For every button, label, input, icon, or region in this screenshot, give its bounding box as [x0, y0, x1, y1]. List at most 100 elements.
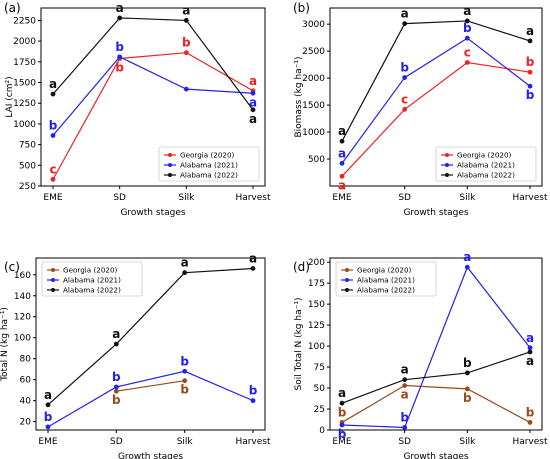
- significance-letter: b: [115, 61, 124, 75]
- data-point: [527, 69, 533, 75]
- plot-frame: [329, 7, 543, 187]
- significance-letter: a: [182, 3, 190, 17]
- data-point: [183, 50, 189, 56]
- series-line: [341, 351, 531, 404]
- series-alabama-2021: a b b b: [338, 21, 535, 166]
- data-point: [339, 422, 345, 428]
- significance-letter: a: [338, 386, 346, 400]
- series-line: [47, 370, 254, 428]
- legend-box: [41, 261, 143, 297]
- series-line: [341, 37, 531, 164]
- data-point: [402, 377, 408, 383]
- y-tick-label: 150: [308, 300, 325, 310]
- panel-label: (d): [293, 260, 310, 274]
- y-tick-label: 3000: [302, 20, 325, 30]
- y-tick-label: 75: [314, 363, 325, 373]
- data-point: [45, 424, 51, 430]
- data-point: [402, 107, 408, 112]
- data-point: [464, 386, 470, 392]
- y-tick-label: 100: [308, 342, 325, 352]
- legend-swatch-marker: [168, 173, 172, 177]
- data-point: [50, 91, 56, 97]
- legend-entry: Alabama (2021): [63, 276, 121, 285]
- data-point: [464, 35, 470, 41]
- significance-letter: c: [401, 92, 408, 106]
- legend-box: [435, 146, 537, 182]
- data-point: [50, 133, 56, 138]
- data-point: [464, 264, 470, 270]
- data-point: [117, 15, 123, 21]
- y-tick-label: 1000: [302, 128, 325, 138]
- data-point: [45, 402, 51, 408]
- y-tick-label: 160: [14, 271, 31, 281]
- significance-letter: b: [463, 391, 472, 405]
- y-tick-label: 1750: [13, 58, 36, 68]
- significance-letter: b: [115, 40, 124, 54]
- x-axis-title: Growth stages: [403, 452, 468, 459]
- significance-letter: b: [180, 383, 189, 397]
- x-tick-label: EME: [332, 437, 351, 447]
- legend-swatch-marker: [51, 288, 55, 292]
- legend-entry: Georgia (2020): [357, 266, 412, 275]
- legend-entry: Alabama (2022): [357, 286, 415, 295]
- significance-letter: b: [249, 384, 258, 398]
- x-tick-label: Harvest: [512, 437, 548, 447]
- significance-letter: a: [401, 7, 409, 21]
- legend-swatch-marker: [168, 153, 172, 157]
- legend-entry: Alabama (2021): [457, 161, 515, 170]
- x-tick-label: Silk: [178, 193, 195, 203]
- legend-swatch-marker: [168, 163, 172, 167]
- x-tick-label: SD: [398, 437, 411, 447]
- significance-letter: b: [526, 55, 535, 69]
- x-tick-label: EME: [332, 193, 351, 203]
- plot-frame: [329, 257, 543, 431]
- series-georgia-2020: a c c b: [338, 45, 535, 192]
- y-tick-label: 60: [20, 376, 32, 386]
- y-tick-label: 120: [14, 313, 31, 323]
- legend-entry: Alabama (2021): [357, 276, 415, 285]
- legend: Georgia (2020)Alabama (2021)Alabama (202…: [335, 261, 437, 297]
- y-tick-label: 0: [319, 426, 325, 436]
- significance-letter: a: [116, 1, 124, 15]
- legend: Georgia (2020)Alabama (2021)Alabama (202…: [435, 146, 537, 182]
- data-point: [339, 173, 345, 179]
- data-point: [182, 378, 188, 384]
- x-tick-label: SD: [113, 193, 126, 203]
- y-tick-label: 25: [314, 405, 325, 415]
- data-point: [527, 345, 533, 351]
- significance-letter: b: [463, 21, 472, 35]
- x-tick-label: SD: [398, 193, 411, 203]
- y-axis-title: Biomass (kg ha⁻¹): [294, 56, 304, 137]
- significance-letter: b: [400, 410, 409, 424]
- significance-letter: b: [112, 370, 121, 384]
- series-line: [341, 266, 531, 429]
- series-alabama-2022: a a a a: [338, 4, 534, 144]
- legend-swatch-marker: [445, 163, 449, 167]
- significance-letter: c: [464, 45, 471, 59]
- panel-label: (c): [4, 260, 20, 274]
- significance-letter: b: [49, 118, 58, 132]
- data-point: [250, 90, 256, 96]
- significance-letter: b: [112, 393, 121, 407]
- y-tick-label: 1250: [13, 99, 36, 109]
- y-tick-label: 40: [20, 397, 32, 407]
- y-tick-label: 500: [19, 161, 36, 171]
- series-alabama-2021: bba: [49, 40, 257, 138]
- significance-letter: a: [463, 4, 471, 18]
- significance-letter: a: [526, 24, 534, 38]
- significance-letter: a: [44, 388, 52, 402]
- data-point: [182, 368, 188, 374]
- series-line: [47, 267, 254, 406]
- y-tick-label: 200: [308, 258, 325, 268]
- x-tick-label: Silk: [459, 437, 476, 447]
- data-point: [402, 75, 408, 80]
- significance-letter: a: [338, 124, 346, 138]
- x-tick-label: Harvest: [512, 193, 548, 203]
- y-tick-label: 1000: [13, 120, 36, 130]
- significance-letter: a: [249, 112, 257, 126]
- series-line: [52, 56, 254, 136]
- data-point: [339, 160, 345, 166]
- panel-label: (a): [4, 1, 21, 15]
- y-tick-label: 2500: [302, 47, 325, 57]
- x-tick-label: Harvest: [235, 437, 271, 447]
